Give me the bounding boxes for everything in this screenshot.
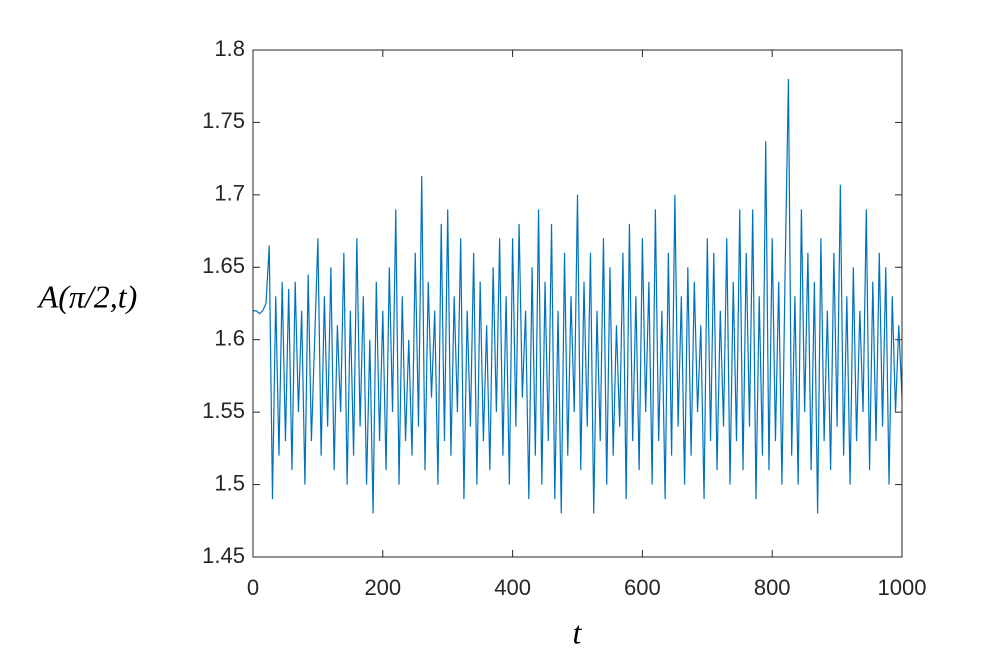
x-tick-label: 0 bbox=[247, 575, 259, 600]
data-line bbox=[253, 78, 903, 514]
y-tick-label: 1.5 bbox=[214, 470, 245, 495]
x-tick-label: 600 bbox=[624, 575, 661, 600]
y-tick-label: 1.8 bbox=[214, 36, 245, 61]
y-axis-label: A(π/2,t) bbox=[37, 278, 138, 314]
x-tick-label: 800 bbox=[754, 575, 791, 600]
y-tick-label: 1.55 bbox=[202, 398, 245, 423]
y-tick-label: 1.65 bbox=[202, 253, 245, 278]
y-tick-label: 1.6 bbox=[214, 326, 245, 351]
x-axis-label: t bbox=[573, 614, 583, 650]
y-tick-label: 1.7 bbox=[214, 181, 245, 206]
y-tick-label: 1.75 bbox=[202, 108, 245, 133]
y-tick-label: 1.45 bbox=[202, 543, 245, 568]
x-tick-label: 400 bbox=[494, 575, 531, 600]
x-tick-label: 200 bbox=[364, 575, 401, 600]
x-tick-label: 1000 bbox=[878, 575, 927, 600]
plot-frame bbox=[252, 49, 903, 558]
